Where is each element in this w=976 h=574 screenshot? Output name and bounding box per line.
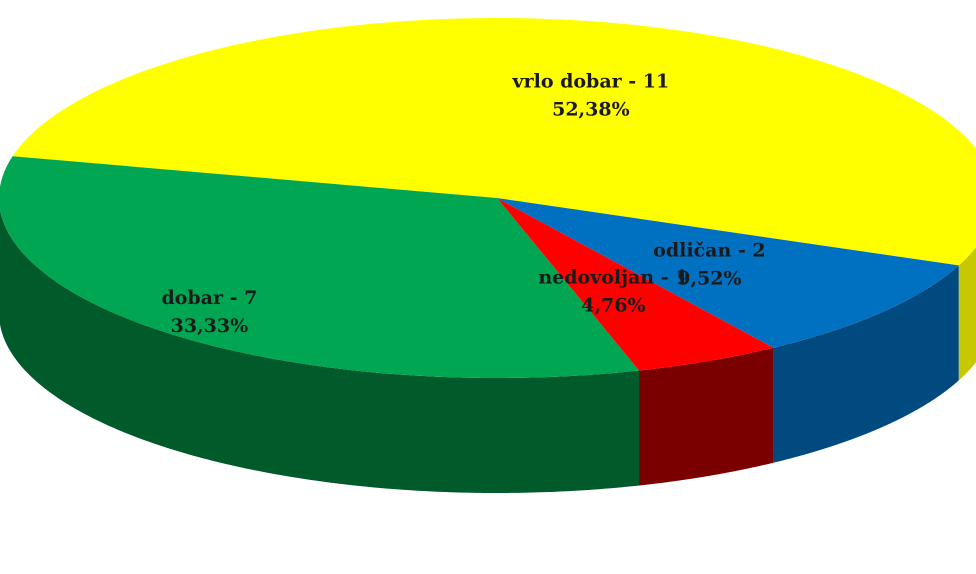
slice-label-3: odličan - 2 (653, 240, 765, 262)
slice-label-0: vrlo dobar - 11 (512, 71, 670, 93)
pie-slice-1 (0, 156, 640, 378)
slice-percent-1: 33,33% (171, 315, 249, 337)
pie-slice-0 (12, 18, 976, 266)
slice-label-2: nedovoljan - 1 (538, 267, 688, 289)
slice-label-1: dobar - 7 (161, 287, 257, 309)
pie-side-walls (0, 209, 976, 493)
pie-side-wall-2 (639, 347, 774, 486)
slice-percent-3: 9,52% (677, 268, 741, 290)
pie-side-wall-3 (773, 265, 959, 463)
slice-percent-0: 52,38% (552, 99, 630, 121)
pie-slice-2 (497, 198, 774, 371)
pie-slice-3 (497, 198, 959, 348)
slice-percent-2: 4,76% (581, 295, 645, 317)
pie-side-wall-0 (958, 247, 976, 381)
pie-slices (0, 18, 976, 378)
pie-labels: vrlo dobar - 11 52,38% dobar - 7 33,33% nedo… (161, 71, 765, 337)
pie-side-wall-1 (0, 209, 640, 493)
